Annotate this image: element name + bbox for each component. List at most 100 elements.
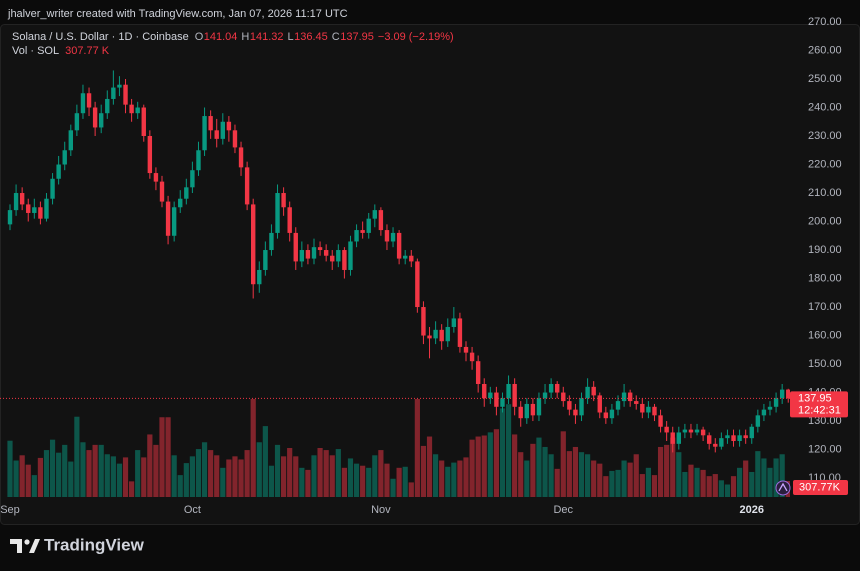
candle-body xyxy=(463,346,469,353)
volume-bar xyxy=(475,436,481,497)
volume-bar xyxy=(749,471,755,497)
volume-bar xyxy=(779,454,785,497)
volume-bar xyxy=(220,467,226,497)
candle-body xyxy=(390,232,396,242)
brand-name: TradingView xyxy=(44,535,145,554)
volume-bar xyxy=(639,474,645,497)
volume-bar xyxy=(208,450,214,497)
y-tick-label: 270.00 xyxy=(808,16,842,28)
candle-body xyxy=(232,130,238,148)
volume-bar xyxy=(445,466,451,497)
volume-bar xyxy=(372,455,378,497)
y-tick-label: 220.00 xyxy=(808,158,842,170)
candle-body xyxy=(396,232,402,259)
y-tick-label: 240.00 xyxy=(808,101,842,113)
candle-body xyxy=(208,116,213,131)
volume-bar xyxy=(670,437,676,497)
volume-bar xyxy=(773,458,779,497)
candle-body xyxy=(99,113,104,128)
candle-body xyxy=(548,383,554,393)
volume-bar xyxy=(37,457,43,497)
volume-bar xyxy=(250,399,256,497)
candle-body xyxy=(530,403,536,416)
candle-body xyxy=(74,113,80,131)
volume-bar xyxy=(238,459,244,497)
volume-bar xyxy=(177,475,183,497)
y-tick-label: 170.00 xyxy=(808,301,842,313)
candle-body xyxy=(755,415,761,427)
candle-body xyxy=(38,207,43,219)
candle-body xyxy=(573,409,578,416)
candle-body xyxy=(7,210,13,225)
logo-mark xyxy=(10,539,22,553)
candle-body xyxy=(251,204,256,285)
volume-value: 307.77 K xyxy=(65,45,110,57)
y-tick-label: 130.00 xyxy=(808,415,842,427)
candle-body xyxy=(743,435,748,439)
volume-bar xyxy=(189,456,195,497)
candle-body xyxy=(372,210,377,219)
volume-bar xyxy=(19,455,25,497)
volume-bar xyxy=(408,482,414,497)
candle-body xyxy=(135,107,140,114)
candle-body xyxy=(725,435,730,439)
volume-bar xyxy=(633,454,639,497)
candle-body xyxy=(700,429,706,436)
volume-bar xyxy=(201,442,208,497)
candle-body xyxy=(451,318,457,327)
candle-body xyxy=(269,232,274,251)
y-tick-label: 230.00 xyxy=(808,130,842,142)
candle-body xyxy=(147,136,153,174)
ohlc-value: 141.04 xyxy=(204,31,238,43)
candle-body xyxy=(536,398,542,416)
volume-bar xyxy=(74,416,80,497)
candle-body xyxy=(652,406,657,416)
candle-body xyxy=(378,210,384,231)
candle-body xyxy=(627,392,633,402)
volume-bar xyxy=(737,467,743,497)
candle-body xyxy=(579,398,584,416)
candle-body xyxy=(603,412,609,419)
volume-bar xyxy=(572,446,579,497)
volume-bar xyxy=(682,471,688,497)
candle-body xyxy=(767,406,773,410)
candle-body xyxy=(293,232,298,262)
volume-bar xyxy=(700,469,706,497)
volume-bar xyxy=(542,446,548,497)
volume-bar xyxy=(129,481,135,497)
candle-body xyxy=(62,150,67,165)
candle-body xyxy=(196,150,201,171)
logo-mark xyxy=(29,539,40,553)
candle-body xyxy=(506,383,511,399)
y-tick-label: 120.00 xyxy=(808,443,842,455)
candle-body xyxy=(621,392,627,402)
candle-body xyxy=(257,269,262,285)
volume-bar xyxy=(43,450,50,497)
candle-body xyxy=(336,250,341,262)
volume-bar xyxy=(566,451,572,497)
y-tick-label: 180.00 xyxy=(808,272,842,284)
x-tick-label: Oct xyxy=(184,504,201,516)
alert-icon-glyph xyxy=(778,482,788,492)
candle-body xyxy=(445,326,450,342)
y-tick-label: 150.00 xyxy=(808,358,842,370)
volume-bar xyxy=(396,467,402,497)
candle-body xyxy=(354,230,359,242)
volume-bar xyxy=(341,467,347,497)
volume-bar xyxy=(767,467,773,497)
candle-body xyxy=(488,392,493,399)
ohlc-value: 137.95 xyxy=(340,31,374,43)
volume-bar xyxy=(457,460,463,497)
volume-bar xyxy=(664,444,670,497)
candle-body xyxy=(609,409,615,419)
volume-bar xyxy=(86,450,92,497)
x-tick-label: Nov xyxy=(371,504,391,516)
volume-bar xyxy=(524,460,530,497)
candle-body xyxy=(731,435,736,441)
candle-body xyxy=(457,318,463,347)
candle-body xyxy=(524,403,529,419)
x-tick-label: Sep xyxy=(0,504,20,516)
candle-body xyxy=(342,250,347,270)
